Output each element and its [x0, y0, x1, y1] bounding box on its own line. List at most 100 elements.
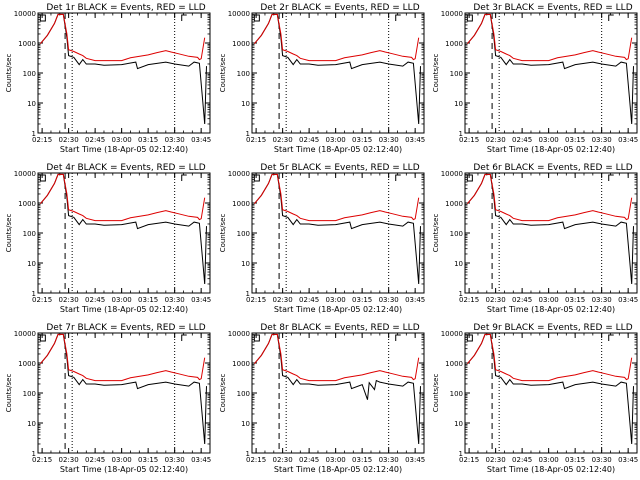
- panel-title: Det 6r BLACK = Events, RED = LLD: [473, 163, 632, 173]
- y-tick-label: 1: [246, 130, 250, 138]
- start-bracket-marker: [253, 334, 260, 342]
- plot-frame: [464, 332, 638, 454]
- lld-series-line: [467, 173, 633, 222]
- plot-frame: [37, 172, 211, 294]
- y-tick-label: 10: [27, 100, 36, 108]
- end-bracket-marker: [608, 174, 614, 181]
- x-tick-label: 03:00: [326, 456, 346, 464]
- y-tick-label: 1000: [445, 40, 463, 48]
- y-tick-label: 100: [23, 230, 36, 238]
- end-bracket-marker: [608, 14, 614, 21]
- x-tick-label: 02:15: [246, 296, 266, 304]
- x-tick-label: 03:30: [165, 456, 185, 464]
- panel-title: Det 2r BLACK = Events, RED = LLD: [260, 3, 419, 13]
- x-axis-label: Start Time (18-Apr-05 02:12:40): [60, 145, 188, 154]
- x-tick-label: 03:15: [352, 136, 372, 144]
- series-group: [467, 13, 634, 125]
- start-bracket-marker: [253, 14, 260, 22]
- y-tick-label: 1: [32, 450, 36, 458]
- x-tick-label: 02:45: [85, 296, 105, 304]
- lld-series-line: [40, 13, 206, 62]
- series-group: [467, 333, 634, 445]
- y-tick-label: 100: [23, 70, 36, 78]
- x-tick-label: 03:00: [112, 296, 132, 304]
- plot-frame: [251, 332, 425, 454]
- lld-series-line: [40, 173, 206, 222]
- series-group: [254, 173, 421, 285]
- x-tick-label: 03:00: [112, 136, 132, 144]
- x-tick-label: 03:15: [352, 456, 372, 464]
- x-tick-label: 03:45: [191, 296, 211, 304]
- end-bracket-marker: [395, 174, 401, 181]
- panel-title: Det 9r BLACK = Events, RED = LLD: [473, 323, 632, 333]
- y-tick-label: 10000: [441, 10, 463, 18]
- y-axis-label: Counts/sec: [219, 214, 227, 253]
- x-tick-label: 02:15: [459, 296, 479, 304]
- plot-frame: [464, 12, 638, 134]
- y-tick-label: 1000: [18, 200, 36, 208]
- end-bracket-marker: [608, 334, 614, 341]
- detector-panel: Det 1r BLACK = Events, RED = LLD 1 10 100 10…: [5, 3, 211, 154]
- x-axis-label: Start Time (18-Apr-05 02:12:40): [487, 145, 615, 154]
- x-tick-label: 02:15: [32, 296, 52, 304]
- x-tick-label: 02:45: [512, 136, 532, 144]
- x-tick-label: 02:45: [85, 456, 105, 464]
- start-bracket-marker: [39, 334, 46, 342]
- x-tick-label: 03:15: [138, 456, 158, 464]
- y-tick-label: 1000: [232, 360, 250, 368]
- y-tick-label: 10: [241, 100, 250, 108]
- x-tick-label: 02:15: [246, 136, 266, 144]
- lld-series-line: [467, 333, 633, 382]
- plot-frame: [37, 12, 211, 134]
- x-tick-label: 02:30: [273, 456, 293, 464]
- x-tick-label: 03:15: [352, 296, 372, 304]
- series-group: [40, 333, 207, 445]
- y-axis-label: Counts/sec: [432, 214, 440, 253]
- x-tick-label: 02:30: [59, 456, 79, 464]
- detector-panel: Det 4r BLACK = Events, RED = LLD 1 10 100 10…: [5, 163, 211, 314]
- detector-panel: Det 8r BLACK = Events, RED = LLD 1 10 100 10…: [219, 323, 425, 474]
- x-tick-label: 02:45: [299, 136, 319, 144]
- y-axis-label: Counts/sec: [219, 374, 227, 413]
- x-tick-label: 03:00: [539, 456, 559, 464]
- y-tick-label: 10: [241, 260, 250, 268]
- start-bracket-marker: [466, 334, 473, 342]
- detector-panel: Det 9r BLACK = Events, RED = LLD 1 10 100 10…: [432, 323, 638, 474]
- y-tick-label: 10000: [441, 330, 463, 338]
- y-tick-label: 100: [450, 230, 463, 238]
- x-tick-label: 03:15: [565, 136, 585, 144]
- y-axis-label: Counts/sec: [219, 54, 227, 93]
- x-tick-label: 03:15: [565, 456, 585, 464]
- start-bracket-marker: [39, 14, 46, 22]
- y-tick-label: 1000: [445, 360, 463, 368]
- y-tick-label: 1: [459, 290, 463, 298]
- x-tick-label: 02:15: [459, 136, 479, 144]
- x-tick-label: 03:00: [539, 296, 559, 304]
- y-tick-label: 1: [32, 130, 36, 138]
- x-tick-label: 03:30: [592, 136, 612, 144]
- x-tick-label: 03:30: [379, 456, 399, 464]
- y-tick-label: 1000: [232, 40, 250, 48]
- x-tick-label: 02:30: [486, 296, 506, 304]
- y-tick-label: 10000: [228, 10, 250, 18]
- x-tick-label: 02:15: [32, 136, 52, 144]
- y-axis-label: Counts/sec: [432, 54, 440, 93]
- y-tick-label: 1: [32, 290, 36, 298]
- y-tick-label: 1000: [18, 40, 36, 48]
- x-tick-label: 03:45: [191, 456, 211, 464]
- panel-title: Det 8r BLACK = Events, RED = LLD: [260, 323, 419, 333]
- x-tick-label: 02:30: [59, 136, 79, 144]
- end-bracket-marker: [181, 14, 187, 21]
- end-bracket-marker: [181, 174, 187, 181]
- y-tick-label: 1: [246, 290, 250, 298]
- lld-series-line: [40, 333, 206, 382]
- plot-frame: [464, 172, 638, 294]
- x-tick-label: 03:45: [618, 136, 638, 144]
- y-tick-label: 100: [450, 70, 463, 78]
- x-axis-label: Start Time (18-Apr-05 02:12:40): [274, 145, 402, 154]
- x-tick-label: 02:30: [486, 456, 506, 464]
- y-tick-label: 10: [454, 260, 463, 268]
- x-tick-label: 03:00: [326, 296, 346, 304]
- x-tick-label: 03:15: [138, 136, 158, 144]
- x-tick-label: 03:45: [405, 296, 425, 304]
